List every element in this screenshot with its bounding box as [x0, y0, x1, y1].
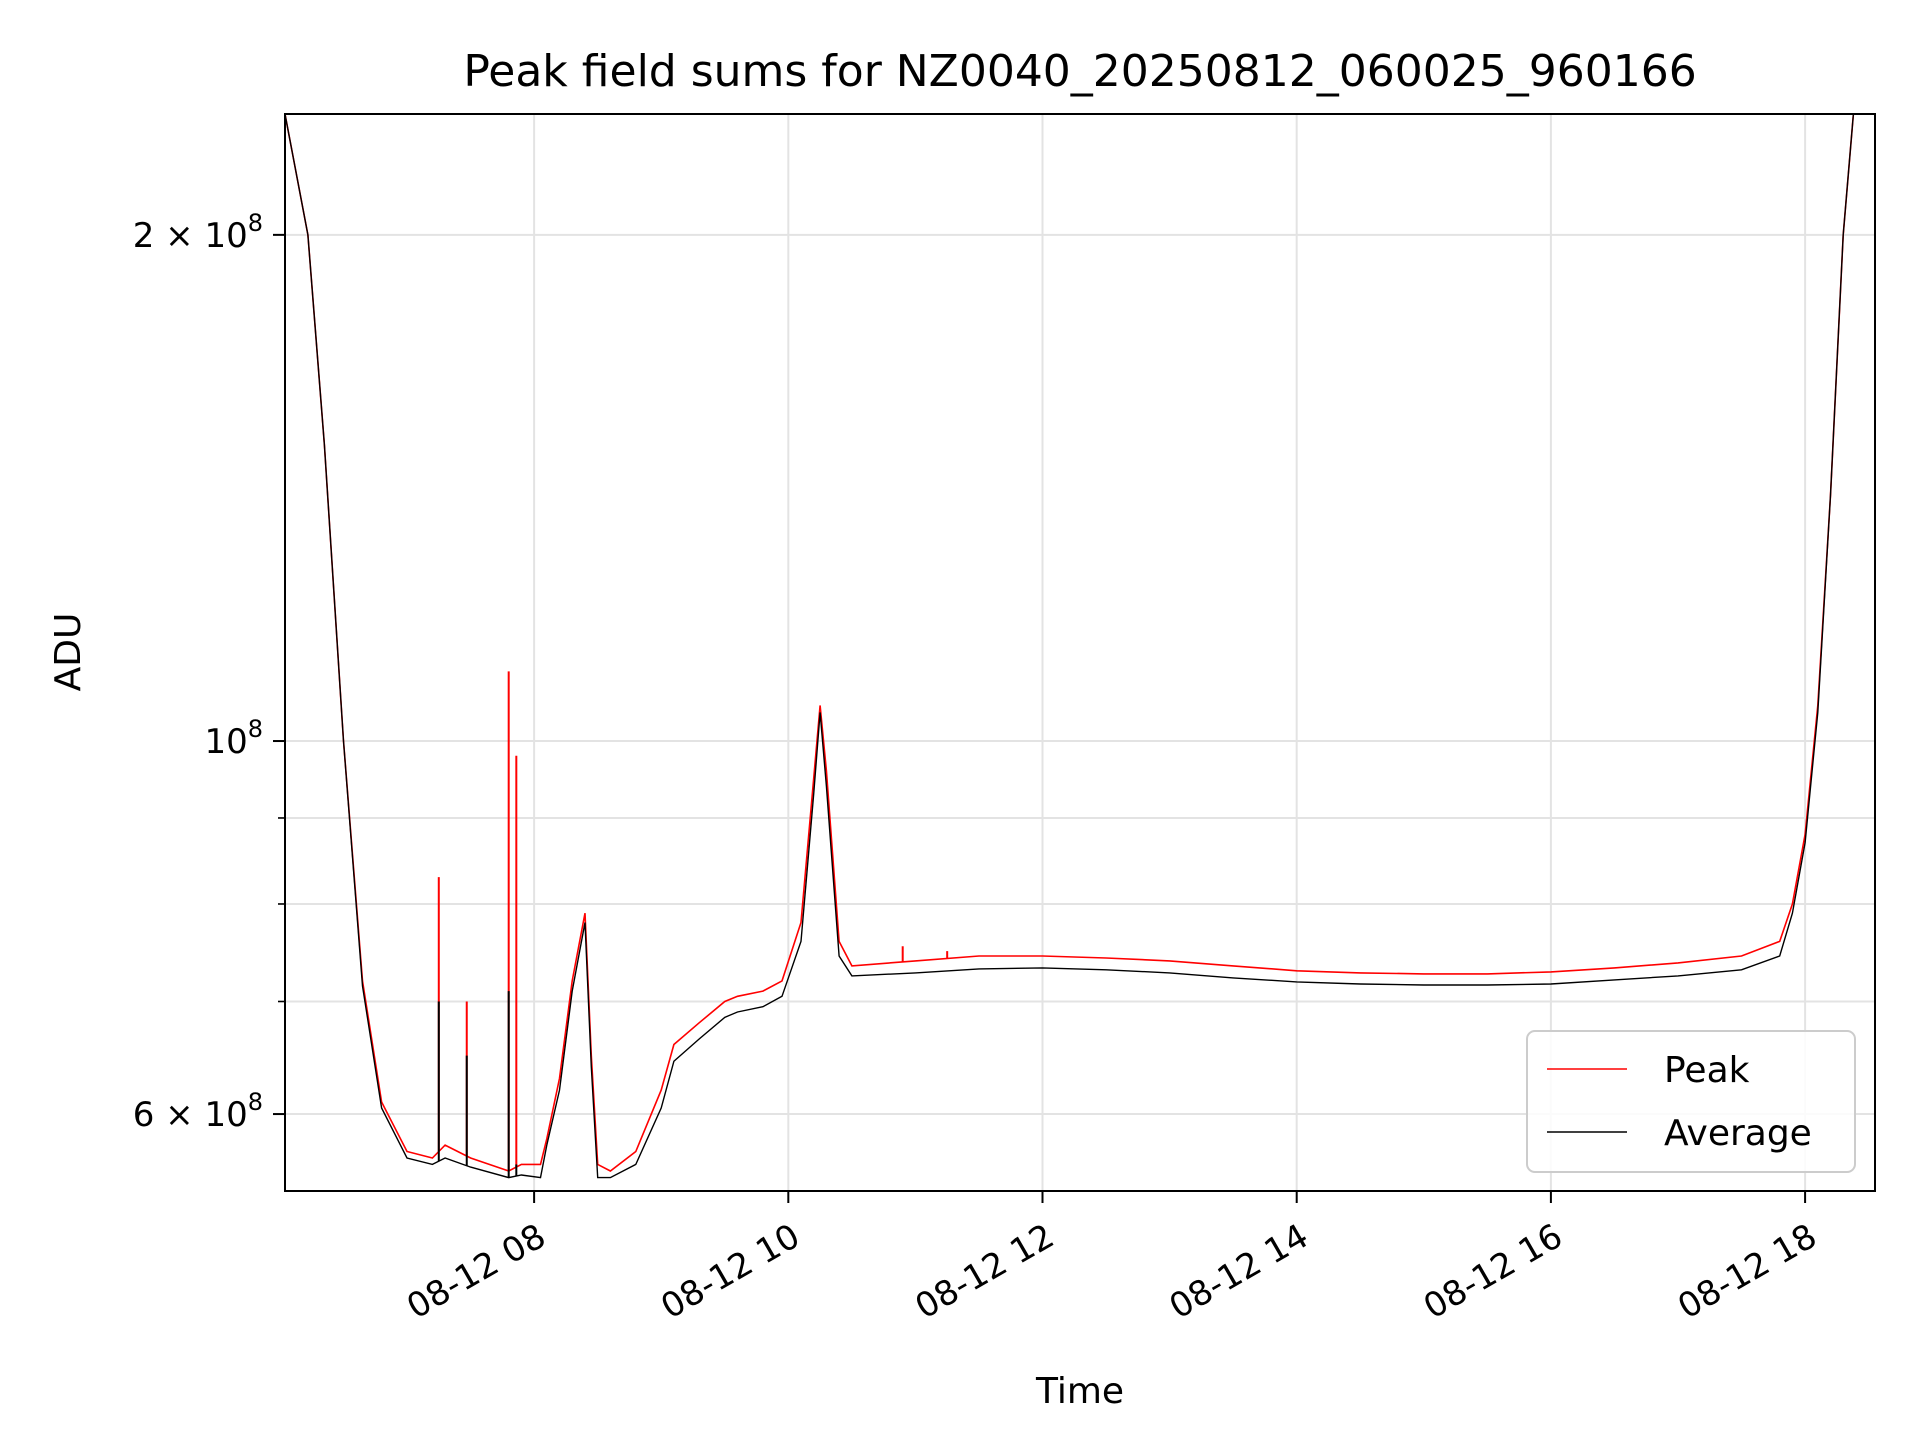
series-line-average	[285, 114, 1855, 1179]
y-tick-label: 2 × 108	[133, 209, 263, 256]
series-layer	[285, 114, 1855, 1179]
spike-layer	[437, 671, 949, 1178]
y-tick-label-base: 10	[204, 722, 247, 762]
x-axis-label: Time	[1035, 1371, 1124, 1412]
legend-label-average: Average	[1664, 1113, 1812, 1154]
legend-box	[1526, 1030, 1856, 1173]
y-tick-label-exponent: 8	[248, 715, 263, 743]
y-tick-label-base: 2 × 10	[133, 216, 248, 256]
plot-frame	[284, 113, 1876, 1192]
y-tick-label: 108	[204, 715, 263, 762]
y-tick-label: 6 × 108	[133, 1088, 263, 1135]
y-tick-label-base: 6 × 10	[133, 1095, 248, 1135]
series-line-peak	[285, 114, 1855, 1172]
y-tick-label-exponent: 8	[248, 1088, 263, 1116]
legend-label-peak: Peak	[1664, 1050, 1750, 1091]
legend: Peak Average	[1526, 1030, 1856, 1173]
y-tick-label-exponent: 8	[248, 209, 263, 237]
y-axis-label: ADU	[48, 613, 89, 692]
chart-title: Peak field sums for NZ0040_20250812_0600…	[463, 46, 1696, 97]
grid-layer	[285, 114, 1875, 1191]
